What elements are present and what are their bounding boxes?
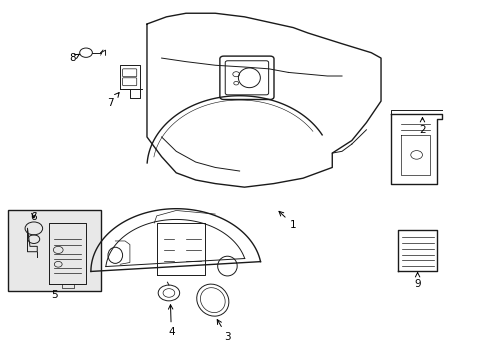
Text: 9: 9	[413, 273, 420, 289]
Text: 4: 4	[168, 305, 174, 337]
Text: 2: 2	[418, 117, 425, 135]
Text: 3: 3	[217, 320, 230, 342]
Text: 7: 7	[107, 93, 119, 108]
Text: 5: 5	[51, 291, 58, 301]
FancyBboxPatch shape	[8, 211, 101, 291]
Text: 6: 6	[30, 212, 37, 222]
Text: 1: 1	[279, 211, 296, 230]
Text: 8: 8	[69, 53, 79, 63]
